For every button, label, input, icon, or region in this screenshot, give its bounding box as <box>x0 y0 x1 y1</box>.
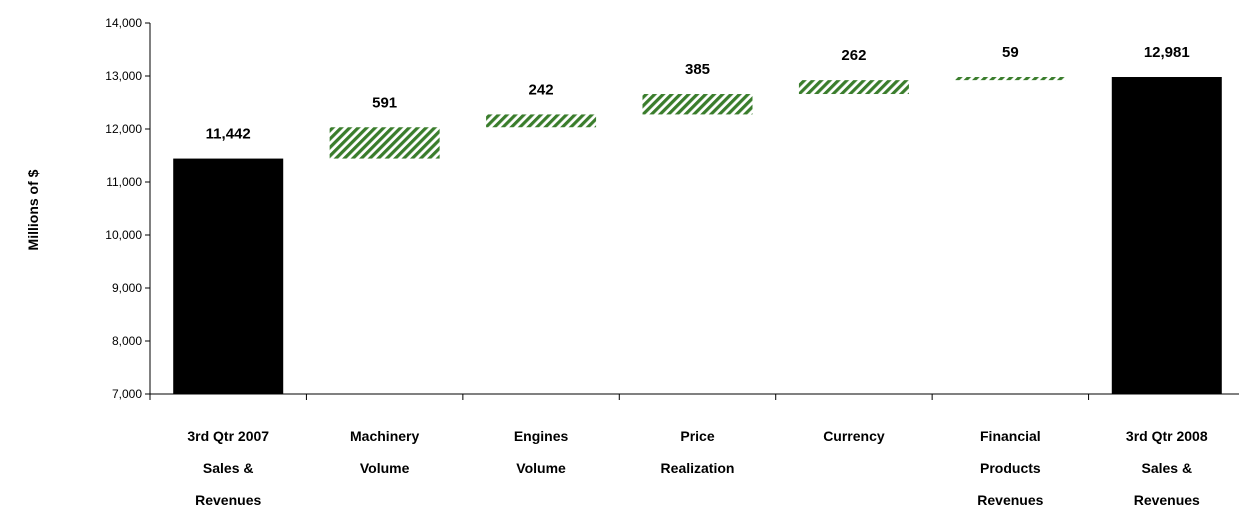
data-labels: 11,442 591 242 385 262 59 12,981 <box>206 44 1190 143</box>
data-label: 11,442 <box>206 126 251 143</box>
increase-bar <box>798 80 909 95</box>
category-label: Currency <box>823 428 885 444</box>
y-axis-label: Millions of $ <box>25 169 41 250</box>
axes: 7,000 8,000 9,000 10,000 11,000 12,000 13,000 1… <box>105 16 1239 401</box>
category-label: Machinery Volume <box>350 428 419 476</box>
bars <box>173 77 1222 394</box>
category-label: Price Realization <box>661 428 735 476</box>
y-tick-label: 11,000 <box>106 175 142 189</box>
category-label: 3rd Qtr 2007 Sales & Revenues <box>187 428 269 508</box>
total-bar <box>173 158 284 394</box>
data-label: 242 <box>529 81 554 98</box>
data-label: 385 <box>685 61 710 78</box>
category-label: 3rd Qtr 2008 Sales & Revenues <box>1126 428 1208 508</box>
data-label: 262 <box>841 47 866 64</box>
data-label: 59 <box>1002 44 1019 61</box>
y-tick-label: 8,000 <box>112 334 142 348</box>
y-tick-label: 10,000 <box>105 228 142 242</box>
data-label: 12,981 <box>1144 44 1190 61</box>
category-label: Engines Volume <box>514 428 569 476</box>
y-tick-label: 7,000 <box>112 387 142 401</box>
y-tick-label: 9,000 <box>112 281 142 295</box>
y-tick-label: 13,000 <box>105 69 142 83</box>
increase-bar <box>486 114 597 128</box>
y-tick-label: 14,000 <box>105 16 142 30</box>
increase-bar <box>329 127 440 159</box>
increase-bar <box>642 94 753 115</box>
y-tick-label: 12,000 <box>105 122 142 136</box>
category-label: Financial Products Revenues <box>977 428 1043 508</box>
increase-bar <box>955 77 1066 81</box>
total-bar <box>1111 77 1222 394</box>
category-labels: 3rd Qtr 2007 Sales & Revenues Machinery Volu… <box>187 428 1207 508</box>
data-label: 591 <box>372 94 397 111</box>
